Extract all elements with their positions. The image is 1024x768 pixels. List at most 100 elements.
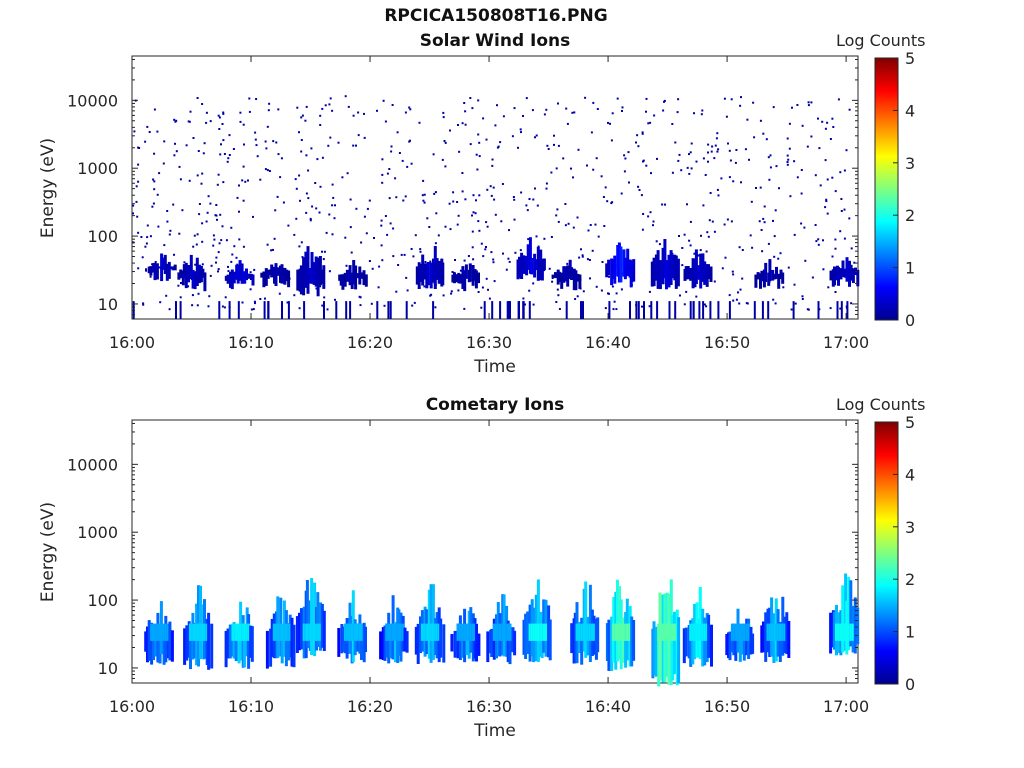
data-cell	[439, 618, 443, 658]
data-cell	[249, 271, 252, 274]
data-cell	[702, 204, 705, 207]
data-cell	[739, 288, 742, 291]
data-cell	[306, 246, 310, 294]
data-cell	[714, 144, 717, 147]
data-cell	[331, 204, 334, 207]
data-cell	[609, 122, 611, 125]
data-cell	[793, 233, 796, 236]
data-cell	[839, 268, 843, 280]
data-cell	[322, 258, 325, 261]
data-cell	[584, 96, 587, 99]
data-cell	[697, 267, 701, 280]
data-cell	[471, 246, 474, 249]
data-cell	[755, 187, 757, 189]
data-cell	[360, 623, 363, 641]
data-cell	[310, 623, 314, 641]
data-cell	[789, 195, 792, 198]
data-cell	[431, 584, 435, 660]
data-cell	[162, 257, 166, 270]
data-cell	[796, 104, 799, 106]
data-cell	[300, 241, 303, 244]
data-cell	[322, 265, 326, 289]
data-cell	[587, 229, 590, 232]
data-cell	[218, 301, 221, 319]
data-cell	[477, 220, 480, 223]
data-cell	[763, 205, 766, 208]
data-cell	[597, 235, 600, 238]
data-cell	[329, 97, 332, 100]
data-cell	[249, 288, 252, 291]
data-cell	[707, 235, 710, 238]
data-cell	[550, 236, 553, 238]
data-cell	[548, 619, 552, 661]
data-cell	[456, 201, 459, 203]
data-cell	[277, 153, 280, 156]
data-cell	[648, 290, 651, 293]
data-cell	[769, 154, 772, 157]
data-cell	[839, 230, 842, 233]
data-cell	[689, 151, 692, 154]
data-cell	[726, 218, 729, 221]
data-cell	[513, 107, 516, 110]
data-cell	[716, 132, 719, 135]
data-cell	[147, 266, 151, 274]
data-cell	[149, 235, 152, 238]
data-cell	[269, 628, 273, 667]
data-cell	[431, 623, 435, 641]
data-cell	[691, 258, 695, 289]
data-cell	[758, 220, 761, 223]
data-cell	[532, 303, 535, 306]
data-cell	[159, 623, 163, 641]
data-cell	[829, 270, 833, 281]
data-cell	[132, 204, 135, 207]
data-cell	[654, 254, 658, 281]
data-cell	[133, 130, 136, 133]
data-cell	[201, 103, 204, 105]
data-cell	[307, 197, 310, 200]
data-cell	[818, 147, 821, 150]
data-cell	[137, 267, 140, 270]
data-cell	[837, 623, 841, 641]
data-cell	[424, 261, 427, 263]
data-cell	[312, 262, 316, 285]
data-cell	[779, 269, 783, 280]
data-cell	[581, 255, 584, 258]
data-cell	[684, 627, 688, 657]
data-cell	[241, 301, 244, 304]
data-cell	[683, 233, 686, 236]
data-cell	[831, 255, 834, 258]
data-cell	[728, 631, 732, 661]
data-cell	[474, 270, 478, 289]
data-cell	[434, 306, 437, 309]
data-cell	[522, 297, 525, 300]
data-cell	[471, 107, 474, 110]
data-cell	[811, 276, 814, 279]
data-cell	[206, 211, 209, 214]
data-cell	[305, 105, 308, 108]
data-cell	[800, 169, 803, 171]
data-cell	[162, 623, 166, 641]
data-cell	[850, 302, 853, 305]
data-cell	[773, 235, 776, 238]
data-cell	[689, 220, 692, 223]
data-cell	[253, 268, 256, 271]
data-cell	[525, 204, 528, 207]
data-cell	[849, 264, 853, 281]
data-cell	[495, 623, 498, 641]
data-cell	[747, 623, 751, 641]
data-cell	[178, 165, 181, 168]
data-cell	[841, 623, 845, 641]
data-cell	[408, 106, 411, 109]
data-cell	[499, 141, 502, 144]
data-cell	[238, 210, 240, 213]
data-cell	[551, 280, 554, 283]
data-cell	[801, 298, 804, 300]
data-cell	[607, 619, 611, 671]
data-cell	[759, 119, 762, 122]
data-cell	[786, 154, 789, 157]
data-cell	[480, 242, 483, 245]
data-cell	[697, 254, 700, 257]
data-cell	[676, 111, 679, 114]
data-cell	[608, 301, 611, 319]
data-cell	[185, 625, 189, 661]
